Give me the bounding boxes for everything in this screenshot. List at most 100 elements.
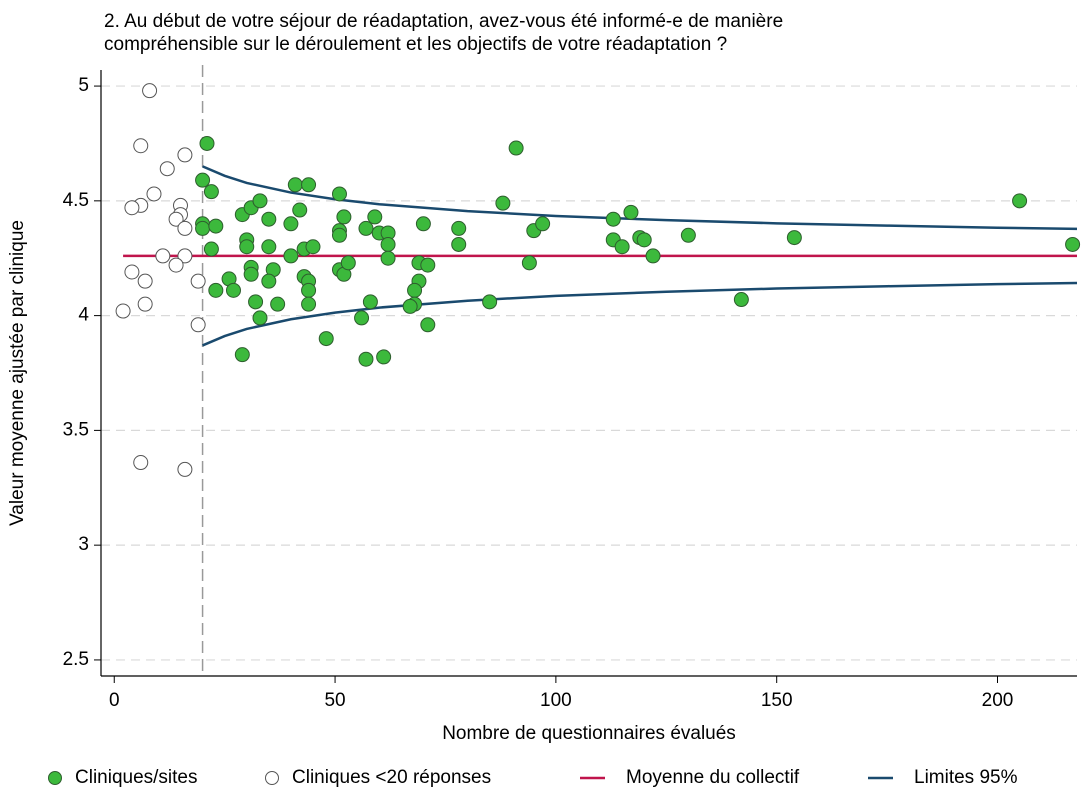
point xyxy=(451,220,467,236)
point xyxy=(362,294,378,310)
point xyxy=(115,303,131,319)
x-tick-label: 150 xyxy=(761,690,793,711)
point xyxy=(605,211,621,227)
legend-swatch xyxy=(48,771,62,785)
point xyxy=(402,298,418,314)
x-tick-label: 50 xyxy=(324,690,345,711)
y-tick-label: 4.5 xyxy=(63,190,89,211)
point xyxy=(1065,236,1081,252)
point xyxy=(733,292,749,308)
point xyxy=(521,255,537,271)
point xyxy=(376,349,392,365)
point xyxy=(451,236,467,252)
point xyxy=(331,227,347,243)
point xyxy=(318,331,334,347)
point xyxy=(124,264,140,280)
point xyxy=(535,216,551,232)
legend-label: Limites 95% xyxy=(914,767,1018,788)
point xyxy=(354,310,370,326)
point xyxy=(177,147,193,163)
legend-label: Moyenne du collectif xyxy=(626,767,800,788)
point xyxy=(243,266,259,282)
point xyxy=(367,209,383,225)
point xyxy=(137,273,153,289)
point xyxy=(261,211,277,227)
point xyxy=(623,204,639,220)
point xyxy=(261,273,277,289)
point xyxy=(301,177,317,193)
x-tick-label: 0 xyxy=(109,690,120,711)
point xyxy=(248,294,264,310)
point xyxy=(203,241,219,257)
point xyxy=(482,294,498,310)
point xyxy=(168,211,184,227)
point xyxy=(137,296,153,312)
point xyxy=(190,273,206,289)
x-tick-label: 100 xyxy=(540,690,572,711)
y-tick-label: 3 xyxy=(78,534,89,555)
point xyxy=(146,186,162,202)
point xyxy=(495,195,511,211)
y-tick-label: 3.5 xyxy=(63,419,89,440)
point xyxy=(305,239,321,255)
point xyxy=(380,236,396,252)
x-axis-label: Nombre de questionnaires évalués xyxy=(442,723,736,744)
point xyxy=(340,255,356,271)
point xyxy=(190,317,206,333)
point xyxy=(239,239,255,255)
point xyxy=(420,257,436,273)
point xyxy=(508,140,524,156)
point xyxy=(415,216,431,232)
point xyxy=(614,239,630,255)
point xyxy=(301,296,317,312)
y-tick-label: 4 xyxy=(78,305,89,326)
point xyxy=(301,282,317,298)
point xyxy=(292,202,308,218)
point xyxy=(177,220,193,236)
point xyxy=(168,257,184,273)
chart-title: 2. Au début de votre séjour de réadaptat… xyxy=(104,11,783,32)
point xyxy=(283,248,299,264)
point xyxy=(195,172,211,188)
y-axis-label: Valeur moyenne ajustée par clinique xyxy=(7,220,28,526)
point xyxy=(380,250,396,266)
legend-swatch xyxy=(265,771,279,785)
point xyxy=(142,83,158,99)
point xyxy=(358,220,374,236)
upper-limit xyxy=(202,165,1078,231)
point xyxy=(252,193,268,209)
lower-limit xyxy=(202,281,1078,347)
point xyxy=(203,184,219,200)
point xyxy=(420,317,436,333)
chart-title: compréhensible sur le déroulement et les… xyxy=(104,34,727,55)
point xyxy=(124,200,140,216)
point xyxy=(261,239,277,255)
point xyxy=(287,177,303,193)
point xyxy=(252,310,268,326)
point xyxy=(407,282,423,298)
point xyxy=(208,282,224,298)
point xyxy=(177,248,193,264)
point xyxy=(645,248,661,264)
point xyxy=(786,230,802,246)
point xyxy=(177,461,193,477)
legend-label: Cliniques/sites xyxy=(75,767,198,788)
point xyxy=(199,135,215,151)
point xyxy=(195,220,211,236)
y-tick-label: 5 xyxy=(78,75,89,96)
point xyxy=(336,209,352,225)
point xyxy=(133,138,149,154)
x-tick-label: 200 xyxy=(982,690,1014,711)
point xyxy=(636,232,652,248)
legend-label: Cliniques <20 réponses xyxy=(292,767,491,788)
point xyxy=(270,296,286,312)
y-tick-label: 2.5 xyxy=(63,649,89,670)
point xyxy=(680,227,696,243)
point xyxy=(133,455,149,471)
point xyxy=(208,218,224,234)
point xyxy=(159,161,175,177)
point xyxy=(225,282,241,298)
